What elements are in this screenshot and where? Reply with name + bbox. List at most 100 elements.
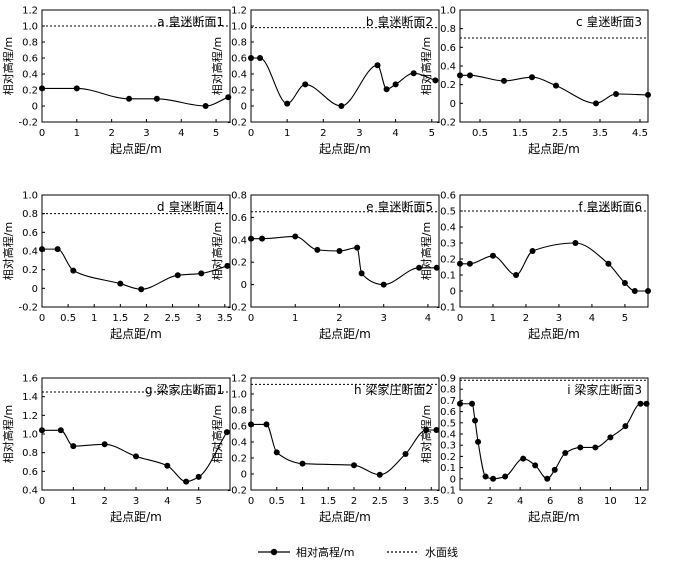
y-tick-label: -0.2 — [227, 486, 247, 497]
x-tick-label: 2 — [143, 313, 149, 324]
y-axis-label: 相对高程/m — [210, 37, 224, 95]
y-axis-label: 相对高程/m — [1, 37, 15, 95]
plot-frame — [250, 194, 440, 308]
panel-g: 0.4 0.6 0.8 1.0 1.2 1.4 1.6 0 1 2 3 4 5 g 梁家庄断面1 起点距/m… — [1, 374, 231, 524]
series-line — [459, 242, 648, 292]
panel-h: -0.200.20.40.60.81.01.20 0.5 1 1.5 2 2.5 3 3.5h… — [210, 374, 440, 524]
data-point — [57, 427, 64, 434]
panel-title: i 梁家庄断面3 — [567, 382, 642, 397]
y-tick-label: 0.6 — [440, 407, 456, 418]
data-point — [432, 77, 439, 84]
data-point — [284, 100, 291, 107]
panel-i: -0.100.10.20.30.40.50.60.70.80.90 2 4 6 8 10 1… — [419, 374, 650, 524]
y-tick-label: 0.9 — [440, 374, 456, 385]
y-tick-label: 0 — [32, 102, 38, 113]
y-tick-label: 0.2 — [440, 452, 456, 463]
y-tick-label: 0.2 — [231, 258, 247, 269]
y-tick-label: 0.4 — [231, 235, 247, 246]
data-point — [257, 55, 264, 61]
data-point — [520, 455, 527, 462]
x-tick-label: 0 — [248, 496, 254, 507]
legend: 相对高程/m 水面线 — [258, 545, 458, 559]
x-tick-label: 4.5 — [632, 128, 648, 139]
x-tick-label: 1 — [74, 128, 80, 139]
x-axis-label: 起点距/m — [528, 327, 580, 341]
x-tick-label: 4 — [517, 496, 523, 507]
x-tick-label: 1.5 — [512, 128, 528, 139]
y-tick-label: 0.6 — [440, 43, 456, 54]
x-tick-label: 2 — [487, 496, 493, 507]
data-point — [637, 400, 644, 407]
data-point — [472, 417, 479, 424]
data-point — [259, 235, 266, 242]
series-line — [41, 248, 228, 290]
x-tick-label: 5 — [622, 313, 628, 324]
data-point — [354, 244, 361, 251]
x-tick-label: 0 — [248, 128, 254, 139]
data-point — [224, 262, 231, 269]
y-tick-label: 0.4 — [231, 438, 247, 449]
data-point — [70, 267, 77, 274]
data-point — [593, 100, 599, 107]
y-axis-label: 相对高程/m — [419, 405, 433, 463]
y-axis-label: 相对高程/m — [1, 405, 15, 463]
data-point — [101, 441, 108, 448]
y-tick-label: 0.1 — [440, 271, 456, 282]
y-tick-label: 0.6 — [231, 422, 247, 433]
y-tick-label: 0.8 — [22, 448, 38, 459]
x-tick-label: 2 — [108, 128, 114, 139]
y-tick-label: 0.5 — [440, 418, 456, 429]
panel-b: -0.200.20.40.60.81.01.20 1 2 3 4 5b 皇迷断面2起点距/… — [210, 6, 440, 156]
data-point — [336, 248, 343, 254]
data-point — [263, 421, 270, 428]
legend-water-label: 水面线 — [425, 545, 458, 559]
y-tick-label: -0.2 — [227, 118, 247, 129]
data-point — [532, 462, 539, 469]
y-tick-label: 0.4 — [22, 247, 38, 258]
y-tick-label: 0.1 — [440, 463, 456, 474]
data-point — [54, 246, 61, 253]
data-point — [351, 462, 358, 469]
y-tick-label: 0.8 — [440, 24, 456, 35]
data-point — [126, 95, 133, 102]
x-tick-label: 0 — [39, 496, 45, 507]
y-tick-label: 0.6 — [231, 213, 247, 224]
y-tick-label: 0.4 — [22, 486, 38, 497]
data-point — [607, 434, 614, 441]
y-tick-label: 0 — [450, 474, 456, 485]
data-point — [482, 473, 489, 480]
y-tick-label: 1.4 — [22, 392, 38, 403]
x-tick-label: 0.5 — [60, 313, 76, 324]
data-point — [183, 478, 190, 485]
data-point — [223, 429, 230, 436]
x-tick-label: 4 — [425, 313, 431, 324]
data-point — [380, 281, 387, 288]
y-tick-label: 1.0 — [231, 390, 247, 401]
y-tick-label: 1.2 — [22, 6, 38, 17]
x-tick-label: 5 — [213, 128, 219, 139]
series-line — [251, 423, 437, 476]
y-tick-label: 1.0 — [22, 22, 38, 33]
data-point — [631, 288, 638, 294]
x-tick-label: 1 — [70, 496, 76, 507]
plot-frame — [250, 377, 440, 491]
data-point — [133, 453, 139, 460]
x-tick-label: 2.5 — [552, 128, 568, 139]
x-tick-label: 3 — [556, 313, 562, 324]
y-tick-label: 0.4 — [22, 70, 38, 81]
data-point — [195, 473, 202, 480]
panel-title: h 梁家庄断面2 — [354, 382, 433, 397]
x-tick-label: 1 — [284, 128, 290, 139]
data-point — [416, 264, 423, 271]
y-tick-label: -0.2 — [18, 118, 38, 129]
data-point — [153, 95, 160, 102]
series-line — [250, 57, 436, 107]
panel-a: -0.200.20.40.60.81.01.20 1 2 3 4 5a 皇迷断面1起点距/… — [1, 6, 232, 156]
y-tick-label: 1.2 — [22, 411, 38, 422]
data-point — [138, 286, 145, 293]
y-tick-label: 0.6 — [231, 54, 247, 65]
x-tick-label: 12 — [634, 496, 647, 507]
x-tick-label: 2 — [351, 496, 357, 507]
data-point — [374, 62, 381, 69]
y-tick-label: 0.8 — [22, 209, 38, 220]
